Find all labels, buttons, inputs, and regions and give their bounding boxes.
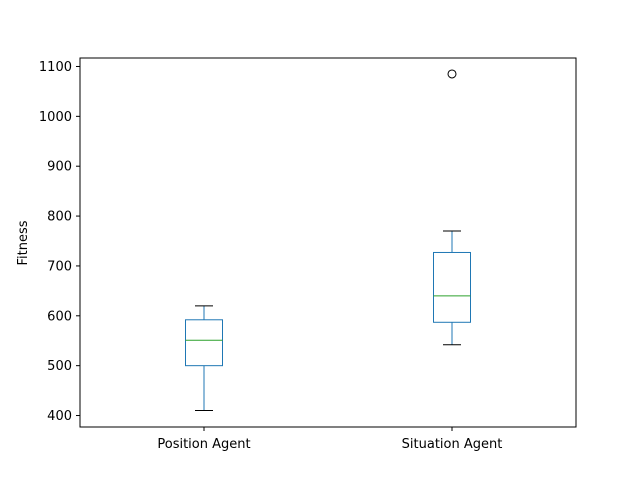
outlier-point — [447, 69, 457, 79]
y-tick-label: 1100 — [39, 60, 72, 75]
box-2 — [433, 69, 471, 346]
y-axis: 400 500 600 700 800 900 1000 1100 — [39, 60, 80, 424]
iqr-box — [433, 251, 471, 323]
y-tick-label: 1000 — [39, 110, 72, 125]
y-tick-label: 600 — [47, 309, 72, 324]
box-1 — [185, 305, 223, 412]
y-tick-label: 900 — [47, 160, 72, 175]
boxes-group — [185, 69, 471, 412]
y-tick-label: 800 — [47, 210, 72, 225]
y-tick-label: 700 — [47, 259, 72, 274]
x-tick-label: Position Agent — [157, 437, 250, 452]
iqr-box — [185, 319, 223, 367]
y-tick-label: 500 — [47, 359, 72, 374]
x-axis: Position Agent Situation Agent — [157, 427, 502, 452]
plot-area — [79, 57, 577, 428]
x-tick-label: Situation Agent — [402, 437, 503, 452]
y-axis-label: Fitness — [16, 220, 31, 265]
y-tick-label: 400 — [47, 409, 72, 424]
